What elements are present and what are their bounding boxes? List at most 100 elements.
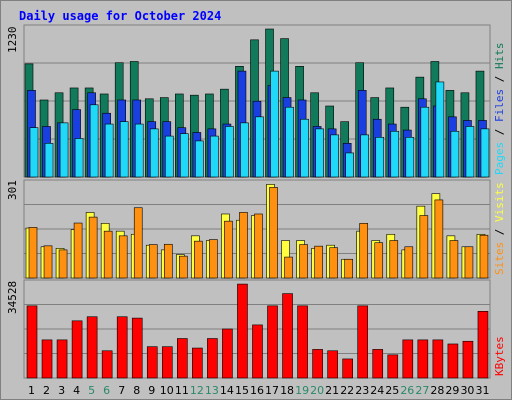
bar-sites-day-4 — [73, 222, 83, 279]
legend-hits: Hits — [493, 43, 506, 70]
xtick-day-30: 30 — [460, 384, 474, 397]
xtick-day-5: 5 — [88, 384, 95, 397]
bar-sites-day-8 — [133, 207, 143, 279]
bar-pages-day-8 — [134, 123, 144, 178]
xtick-day-21: 21 — [325, 384, 339, 397]
xtick-day-19: 19 — [295, 384, 309, 397]
bar-pages-day-11 — [180, 133, 189, 178]
bar-pages-day-1 — [29, 127, 39, 178]
bar-sites-day-23 — [359, 223, 369, 279]
bar-kbytes-day-10 — [161, 346, 173, 379]
bar-kbytes-day-5 — [86, 316, 98, 379]
bar-kbytes-day-6 — [101, 350, 113, 379]
bar-kbytes-day-11 — [177, 338, 188, 379]
bar-kbytes-day-16 — [252, 324, 263, 379]
xtick-day-23: 23 — [355, 384, 369, 397]
bar-pages-day-9 — [149, 128, 159, 178]
bar-kbytes-day-27 — [417, 339, 429, 379]
bar-kbytes-day-1 — [26, 305, 38, 379]
xtick-day-1: 1 — [28, 384, 35, 397]
xtick-day-10: 10 — [160, 384, 174, 397]
bar-pages-day-2 — [44, 143, 54, 178]
xtick-day-9: 9 — [148, 384, 155, 397]
bar-kbytes-day-9 — [146, 346, 158, 379]
bar-sites-day-11 — [179, 255, 188, 279]
bar-sites-day-29 — [449, 240, 459, 279]
bar-sites-day-15 — [239, 212, 248, 279]
xtick-day-2: 2 — [43, 384, 50, 397]
bar-sites-day-5 — [88, 216, 98, 279]
bar-kbytes-day-4 — [71, 320, 83, 379]
xtick-day-25: 25 — [385, 384, 399, 397]
legend-separator: / — [493, 69, 506, 89]
xtick-day-31: 31 — [475, 384, 489, 397]
legend-separator: / — [493, 122, 506, 142]
bar-kbytes-day-13 — [207, 338, 218, 379]
xtick-day-14: 14 — [220, 384, 234, 397]
bar-pages-day-21 — [330, 134, 339, 178]
bar-kbytes-day-25 — [387, 354, 399, 379]
xtick-day-3: 3 — [58, 384, 65, 397]
bar-sites-day-22 — [344, 258, 353, 279]
bar-pages-day-16 — [255, 116, 264, 178]
bar-sites-day-19 — [299, 244, 308, 279]
bar-kbytes-day-7 — [116, 316, 128, 379]
bar-pages-day-14 — [225, 126, 234, 178]
legend-separator: / — [493, 222, 506, 242]
legend-files: Files — [493, 89, 506, 122]
bar-sites-day-16 — [254, 213, 263, 279]
bar-kbytes-day-26 — [402, 339, 414, 379]
bar-sites-day-18 — [284, 256, 293, 279]
ytick-top-panel-2: 34528 — [6, 281, 19, 314]
bar-kbytes-day-19 — [297, 305, 308, 379]
bar-sites-day-20 — [314, 245, 323, 279]
legend-panel-2: KBytes — [493, 336, 506, 376]
bar-pages-day-26 — [405, 136, 415, 178]
bar-kbytes-day-29 — [447, 343, 459, 379]
xtick-day-22: 22 — [340, 384, 354, 397]
bar-pages-day-25 — [390, 130, 400, 178]
xtick-day-26: 26 — [400, 384, 414, 397]
bar-kbytes-day-20 — [312, 349, 323, 379]
xtick-day-7: 7 — [118, 384, 125, 397]
bar-pages-day-23 — [360, 134, 370, 178]
xtick-day-20: 20 — [310, 384, 324, 397]
bar-kbytes-day-30 — [462, 340, 474, 379]
bar-pages-day-30 — [465, 126, 475, 178]
xtick-day-29: 29 — [445, 384, 459, 397]
bar-pages-day-10 — [164, 135, 174, 178]
bar-kbytes-day-31 — [477, 311, 489, 379]
bar-pages-day-18 — [285, 106, 294, 178]
legend-panel-1: Sites / Visits — [493, 182, 506, 275]
bar-sites-day-25 — [389, 240, 399, 279]
bar-sites-day-1 — [28, 227, 38, 279]
bar-kbytes-day-28 — [432, 339, 444, 379]
xtick-day-4: 4 — [73, 384, 80, 397]
ytick-top-panel-1: 301 — [6, 180, 19, 200]
legend-pages: Pages — [493, 142, 506, 175]
bar-pages-day-15 — [240, 122, 249, 178]
xtick-day-16: 16 — [250, 384, 264, 397]
bar-kbytes-day-22 — [342, 358, 353, 379]
bar-sites-day-30 — [464, 246, 474, 279]
bar-kbytes-day-14 — [222, 328, 233, 379]
bar-pages-day-19 — [300, 118, 309, 178]
bar-kbytes-day-8 — [131, 317, 143, 379]
bar-sites-day-2 — [43, 245, 53, 279]
bar-sites-day-28 — [434, 199, 444, 279]
bar-kbytes-day-24 — [372, 349, 384, 379]
legend-visits: Visits — [493, 182, 506, 222]
bar-kbytes-day-2 — [41, 339, 53, 379]
bar-kbytes-day-18 — [282, 293, 293, 379]
bar-kbytes-day-17 — [267, 305, 278, 379]
bar-pages-day-20 — [315, 128, 324, 178]
bar-kbytes-day-15 — [237, 283, 248, 379]
bar-pages-day-13 — [210, 135, 219, 178]
xtick-day-8: 8 — [133, 384, 140, 397]
bar-kbytes-day-23 — [357, 305, 369, 379]
chart-title: Daily usage for October 2024 — [19, 9, 221, 23]
xtick-day-11: 11 — [175, 384, 189, 397]
bar-pages-day-12 — [195, 140, 204, 178]
bar-pages-day-28 — [435, 81, 445, 178]
